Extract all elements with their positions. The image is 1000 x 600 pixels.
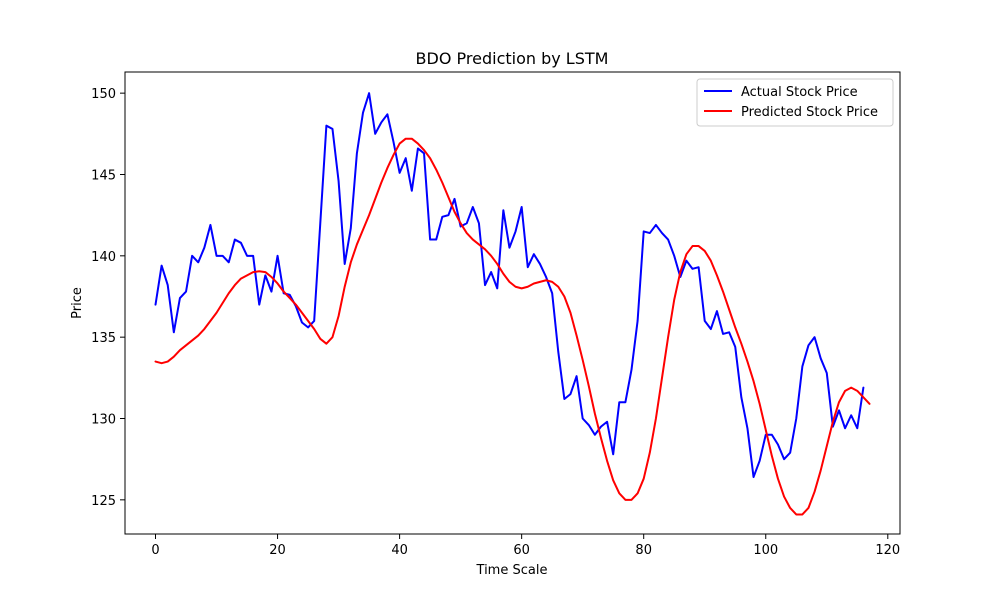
legend-label-actual: Actual Stock Price: [741, 85, 858, 100]
y-tick-label: 125: [91, 494, 116, 509]
y-axis-ticks: 125 130 135 140 145 150: [91, 87, 125, 509]
x-tick-label: 40: [391, 543, 408, 558]
y-tick-label: 145: [91, 168, 116, 183]
series-line-predicted: [154, 137, 871, 516]
legend-box: [696, 78, 894, 127]
y-tick-label: 140: [91, 250, 116, 265]
x-axis-ticks: 0 20 40 60 80 100 120: [151, 534, 900, 558]
axes-frame: [124, 71, 901, 535]
x-tick-label: 80: [635, 543, 652, 558]
legend: Actual Stock Price Predicted Stock Price: [696, 78, 894, 127]
y-tick-label: 135: [91, 331, 116, 346]
y-tick-label: 130: [91, 413, 116, 428]
x-tick-label: 100: [753, 543, 778, 558]
x-tick-label: 0: [151, 543, 159, 558]
plot-area: 0 20 40 60 80 100 120 125 130 135 140 145 150: [91, 71, 901, 558]
y-axis-label: Price: [70, 287, 85, 319]
y-tick-label: 150: [91, 87, 116, 102]
x-axis-label: Time Scale: [476, 563, 548, 578]
series-layer: [154, 92, 871, 516]
x-tick-label: 60: [513, 543, 530, 558]
chart-title: BDO Prediction by LSTM: [416, 49, 609, 68]
x-tick-label: 20: [269, 543, 286, 558]
legend-label-predicted: Predicted Stock Price: [741, 105, 878, 120]
x-tick-label: 120: [875, 543, 900, 558]
